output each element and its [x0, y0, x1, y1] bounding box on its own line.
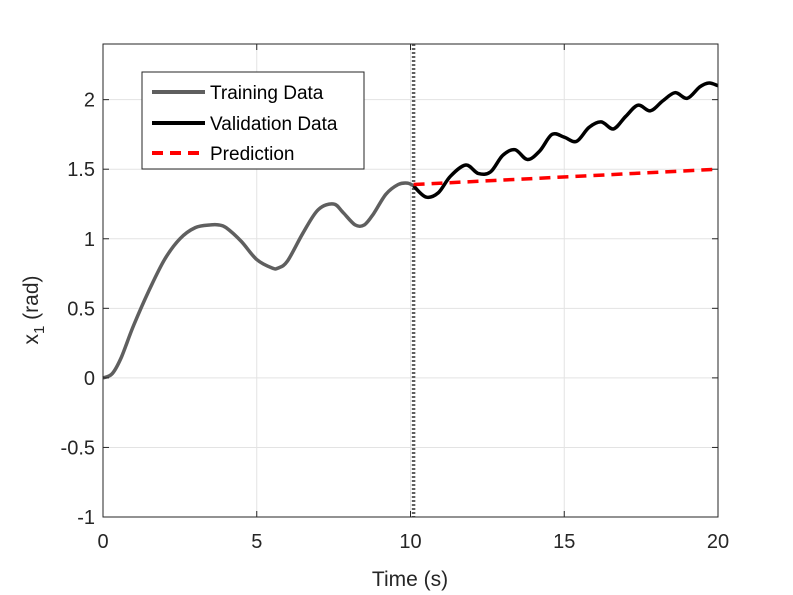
y-tick-label: -0.5 — [61, 437, 95, 459]
series-training-line — [102, 181, 415, 380]
legend-label-training: Training Data — [210, 83, 324, 104]
series-layer — [102, 44, 719, 517]
y-tick-label: 0.5 — [67, 298, 95, 320]
y-tick-label: 1 — [84, 229, 95, 251]
y-axis-label-main: x — [20, 334, 43, 345]
y-axis-label: x1 (rad) — [20, 275, 48, 344]
x-tick-label: 10 — [399, 531, 421, 553]
x-tick-label: 15 — [553, 531, 575, 553]
legend: Training Data Validation Data Prediction — [141, 71, 365, 170]
y-tick-label: 0 — [84, 368, 95, 390]
x-tick-label: 20 — [707, 531, 729, 553]
legend-label-validation: Validation Data — [210, 114, 338, 135]
x-axis-label: Time (s) — [372, 568, 448, 591]
y-tick-label: 2 — [84, 90, 95, 112]
x-tick-label: 0 — [97, 531, 108, 553]
series-prediction-line — [413, 167, 719, 187]
legend-label-prediction: Prediction — [210, 144, 295, 165]
y-tick-label: -1 — [77, 507, 95, 529]
y-axis-label-unit: (rad) — [20, 275, 43, 325]
y-tick-label: 1.5 — [67, 159, 95, 181]
series-validation-line — [412, 81, 719, 200]
ticks: 0 5 10 15 20 -1 -0.5 0 0.5 1 1.5 2 — [61, 44, 729, 553]
y-axis-label-subscript: 1 — [31, 326, 48, 334]
x-tick-label: 5 — [251, 531, 262, 553]
